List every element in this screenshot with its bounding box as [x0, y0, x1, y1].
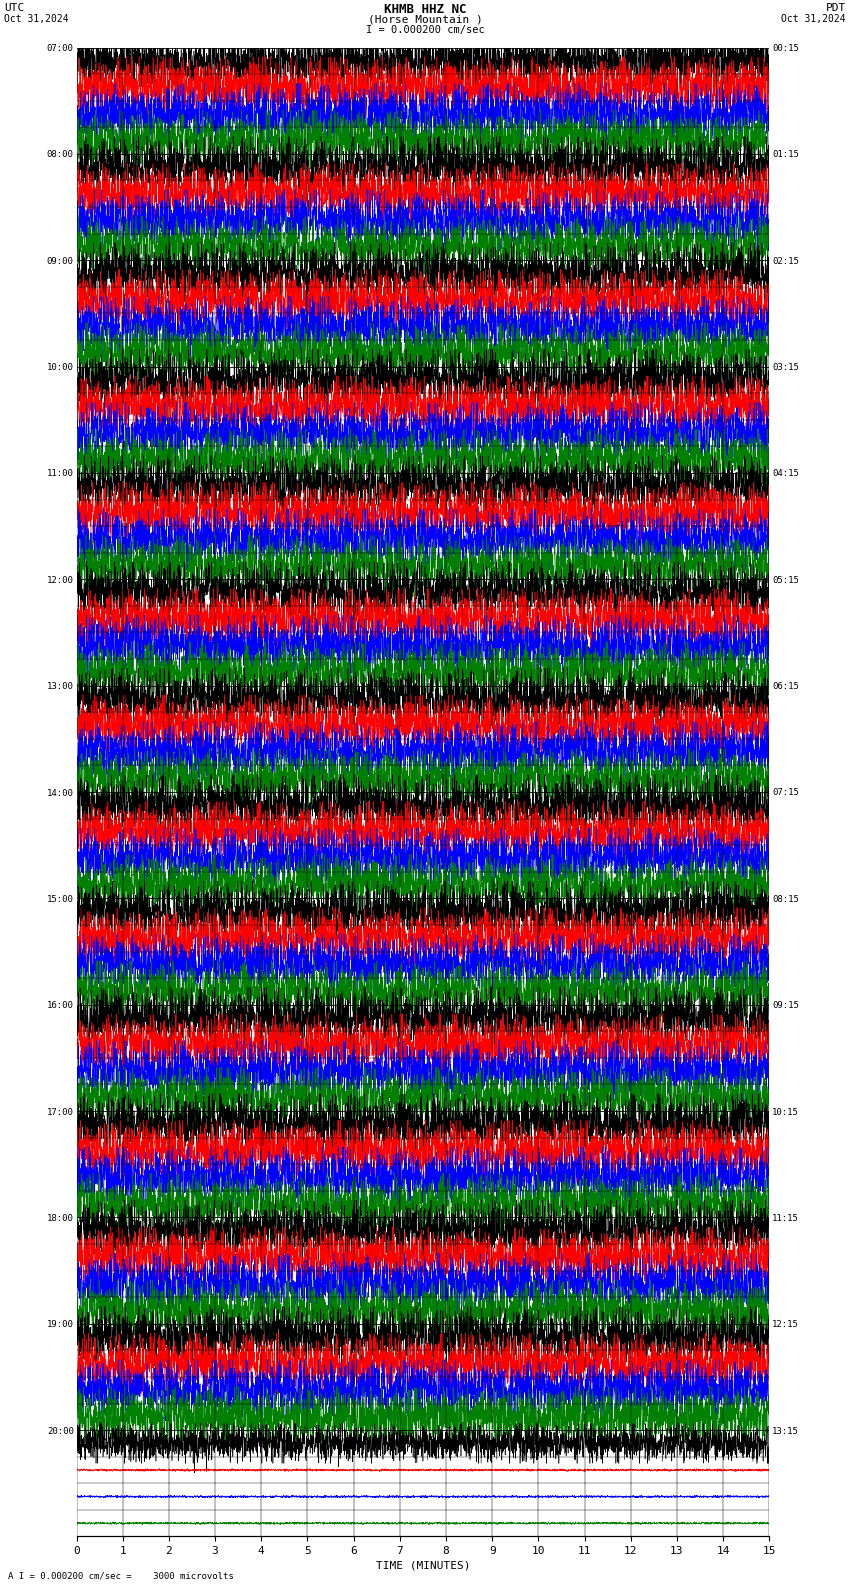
Text: I = 0.000200 cm/sec: I = 0.000200 cm/sec [366, 25, 484, 35]
X-axis label: TIME (MINUTES): TIME (MINUTES) [376, 1560, 470, 1570]
Text: A I = 0.000200 cm/sec =    3000 microvolts: A I = 0.000200 cm/sec = 3000 microvolts [8, 1571, 235, 1581]
Text: (Horse Mountain ): (Horse Mountain ) [367, 14, 483, 24]
Text: Oct 31,2024: Oct 31,2024 [4, 14, 69, 24]
Text: KHMB HHZ NC: KHMB HHZ NC [383, 3, 467, 16]
Text: UTC: UTC [4, 3, 25, 13]
Text: Oct 31,2024: Oct 31,2024 [781, 14, 846, 24]
Text: PDT: PDT [825, 3, 846, 13]
